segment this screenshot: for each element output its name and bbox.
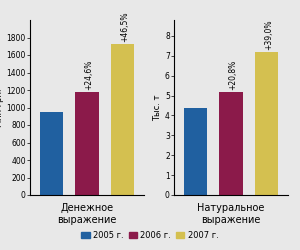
Text: +46,5%: +46,5% xyxy=(120,12,129,42)
Bar xyxy=(111,44,134,195)
Bar xyxy=(219,92,243,195)
Bar xyxy=(255,52,278,195)
Y-axis label: Млн грн.: Млн грн. xyxy=(0,88,4,127)
Text: +39,0%: +39,0% xyxy=(264,20,273,50)
Bar xyxy=(184,108,207,195)
Text: +20,8%: +20,8% xyxy=(228,60,237,90)
Bar xyxy=(40,112,63,195)
X-axis label: Денежное
выражение: Денежное выражение xyxy=(57,203,117,225)
X-axis label: Натуральное
выражение: Натуральное выражение xyxy=(197,203,265,225)
Bar xyxy=(75,92,99,195)
Y-axis label: Тыс. т: Тыс. т xyxy=(153,94,162,121)
Text: +24,6%: +24,6% xyxy=(84,60,93,90)
Legend: 2005 г., 2006 г., 2007 г.: 2005 г., 2006 г., 2007 г. xyxy=(78,228,222,243)
